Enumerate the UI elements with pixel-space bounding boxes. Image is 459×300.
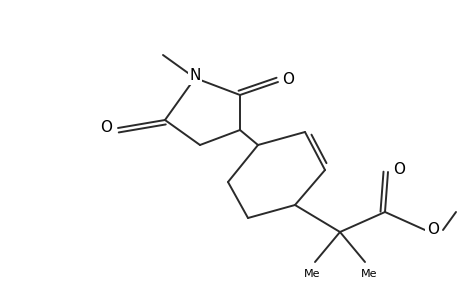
Text: Me: Me <box>360 269 376 279</box>
Text: Me: Me <box>303 269 319 279</box>
Text: O: O <box>426 223 438 238</box>
Text: O: O <box>392 163 404 178</box>
Text: O: O <box>100 121 112 136</box>
Text: O: O <box>281 71 293 86</box>
Text: N: N <box>189 68 200 83</box>
